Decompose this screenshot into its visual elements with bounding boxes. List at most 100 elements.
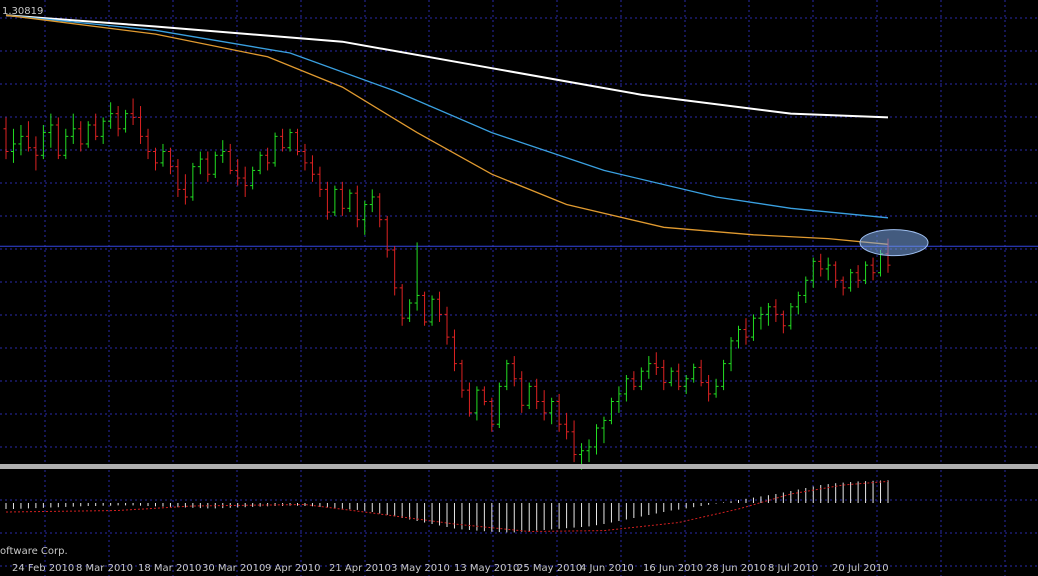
- x-tick-label: 3 May 2010: [391, 563, 450, 574]
- ohlc-bar: [810, 257, 816, 288]
- ohlc-bar: [317, 166, 323, 197]
- ohlc-bar: [549, 397, 555, 425]
- ohlc-bar: [795, 291, 801, 315]
- ohlc-bar: [242, 166, 248, 197]
- ohlc-bar: [489, 397, 495, 432]
- ohlc-bar: [803, 276, 809, 304]
- ohlc-bar: [93, 113, 99, 141]
- ohlc-bar: [407, 299, 413, 322]
- ohlc-bar: [272, 132, 278, 167]
- ohlc-bar: [706, 374, 712, 402]
- x-tick-label: 21 Apr 2010: [329, 563, 391, 574]
- ohlc-bar: [556, 393, 562, 432]
- oscillator-panel: [5, 480, 889, 533]
- ohlc-bar: [205, 151, 211, 182]
- ohlc-bar: [601, 416, 607, 444]
- ohlc-bar: [123, 109, 129, 133]
- ohlc-bar: [564, 412, 570, 440]
- ohlc-bar: [212, 151, 218, 179]
- ohlc-bar: [855, 265, 861, 288]
- ohlc-bar: [78, 121, 84, 152]
- ohlc-bar: [653, 352, 659, 375]
- ohlc-bar: [728, 337, 734, 372]
- moving-average-line: [5, 14, 889, 245]
- ohlc-bar: [773, 299, 779, 322]
- x-tick-label: 16 Jun 2010: [643, 563, 703, 574]
- ohlc-bar: [668, 367, 674, 387]
- ohlc-bar: [295, 128, 301, 156]
- ohlc-bar: [623, 374, 629, 402]
- ohlc-bar: [227, 143, 233, 175]
- ohlc-bar: [758, 306, 764, 330]
- ohlc-bar: [160, 143, 166, 167]
- ohlc-bar: [437, 291, 443, 322]
- x-tick-label: 24 Feb 2010: [12, 563, 74, 574]
- ohlc-bar: [721, 359, 727, 391]
- ohlc-bar: [459, 359, 465, 398]
- ohlc-bar: [541, 390, 547, 421]
- ohlc-bar: [833, 261, 839, 288]
- ohlc-bar: [175, 159, 181, 197]
- ohlc-bar: [676, 363, 682, 391]
- ohlc-bar: [384, 215, 390, 258]
- ohlc-bar: [593, 424, 599, 455]
- ohlc-bar: [616, 386, 622, 413]
- x-tick-label: 25 May 2010: [517, 563, 582, 574]
- ohlc-bar: [451, 329, 457, 372]
- ohlc-bar: [481, 386, 487, 406]
- ohlc-bar: [220, 140, 226, 163]
- ohlc-bar: [145, 128, 151, 160]
- ohlc-bar: [788, 303, 794, 330]
- ohlc-bar: [691, 363, 697, 383]
- ohlc-bar: [698, 359, 704, 387]
- ohlc-bar: [190, 162, 196, 201]
- ohlc-bar: [638, 367, 644, 391]
- ohlc-bar: [354, 185, 360, 228]
- panel-separator[interactable]: [0, 464, 1038, 469]
- ohlc-bar: [474, 386, 480, 421]
- ohlc-bar: [362, 200, 368, 235]
- ohlc-bar: [280, 128, 286, 152]
- ohlc-bar: [863, 261, 869, 285]
- ohlc-bar: [324, 181, 330, 220]
- ohlc-bar: [182, 174, 188, 205]
- ohlc-bar: [608, 397, 614, 425]
- ohlc-bar: [167, 147, 173, 175]
- ohlc-bar: [818, 253, 824, 277]
- ohlc-bar: [63, 128, 69, 160]
- ohlc-bar: [3, 117, 9, 160]
- ohlc-bar: [85, 121, 91, 148]
- ohlc-bar: [265, 147, 271, 171]
- x-tick-label: 4 Jun 2010: [580, 563, 634, 574]
- ohlc-bar: [646, 356, 652, 379]
- ohlc-bar: [444, 306, 450, 345]
- ohlc-bar: [10, 128, 16, 163]
- ohlc-bar: [197, 151, 203, 175]
- ohlc-bar: [138, 106, 144, 144]
- ohlc-bar: [414, 242, 420, 311]
- ohlc-bar: [511, 356, 517, 387]
- ohlc-bar: [152, 147, 158, 171]
- ohlc-bar: [586, 439, 592, 463]
- x-tick-label: 28 Jun 2010: [706, 563, 766, 574]
- ohlc-bar: [840, 276, 846, 296]
- ohlc-bar: [736, 325, 742, 349]
- ohlc-bar: [399, 284, 405, 326]
- ohlc-bar: [848, 268, 854, 292]
- x-tick-label: 20 Jul 2010: [832, 563, 889, 574]
- ohlc-bar: [108, 102, 114, 129]
- x-axis-ticks: 24 Feb 2010 8 Mar 2010 18 Mar 2010 30 Mar 2…: [12, 563, 889, 574]
- x-tick-label: 13 May 2010: [454, 563, 519, 574]
- ohlc-bar: [519, 371, 525, 413]
- x-tick-label: 30 Mar 2010: [202, 563, 265, 574]
- ohlc-bar: [130, 98, 136, 125]
- ohlc-bar: [526, 382, 532, 410]
- ohlc-bar: [825, 257, 831, 281]
- ohlc-bar: [115, 106, 121, 137]
- ohlc-bar: [257, 151, 263, 175]
- ohlc-bar: [18, 124, 24, 156]
- ohlc-bar: [504, 359, 510, 391]
- ohlc-bar: [287, 128, 293, 152]
- ohlc-bar: [713, 378, 719, 398]
